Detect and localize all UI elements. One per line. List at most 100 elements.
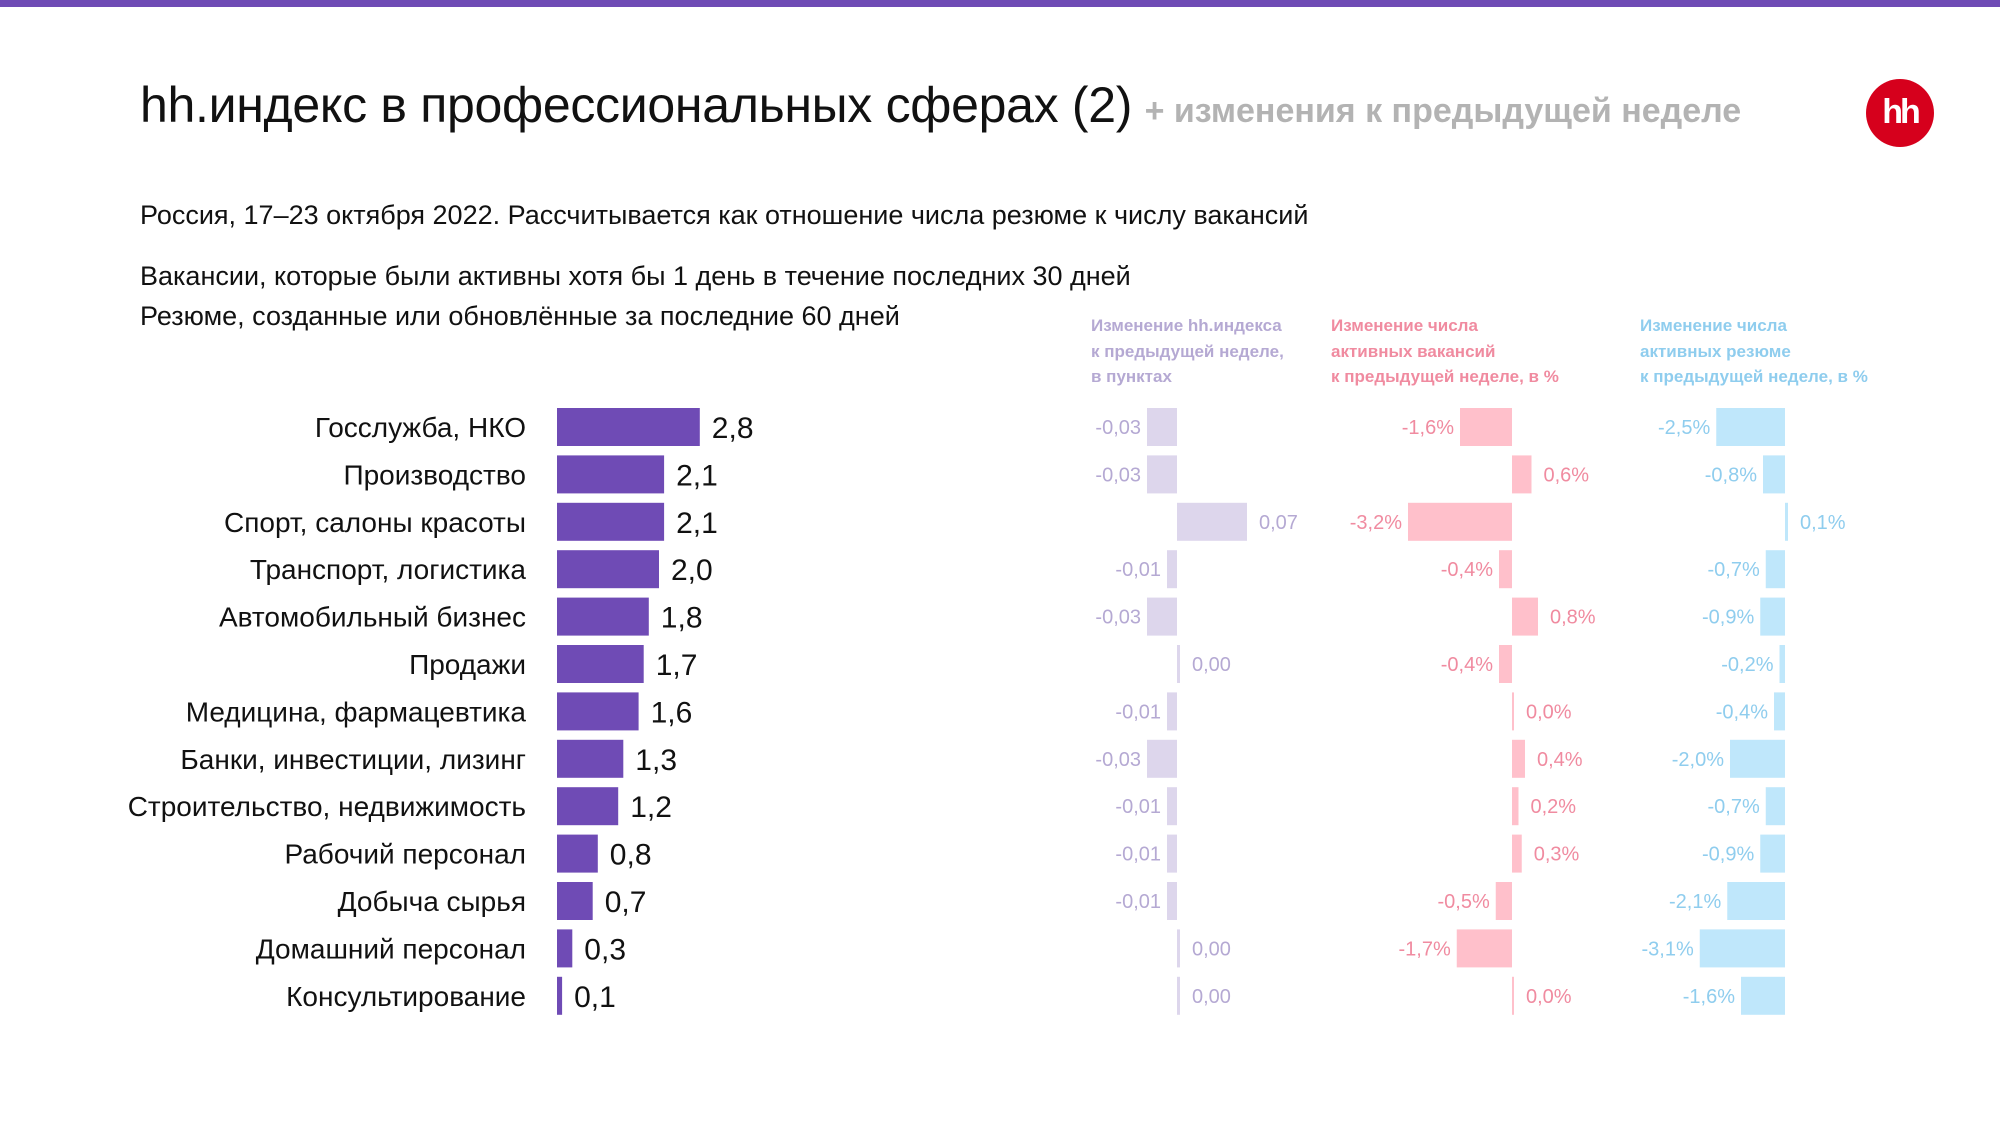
resume-change-bar — [1730, 739, 1785, 778]
index-bar — [557, 502, 665, 541]
index-change-label: -0,01 — [1115, 891, 1161, 913]
vacancy-change-bar — [1408, 502, 1512, 541]
category-label: Транспорт, логистика — [250, 554, 527, 585]
index-value-label: 0,3 — [584, 933, 626, 966]
resume-change-bar — [1785, 502, 1788, 541]
page-title: hh.индекс в профессиональных сферах (2) — [140, 77, 1133, 133]
index-change-label: -0,03 — [1095, 749, 1141, 771]
vacancy-change-label: 0,6% — [1544, 464, 1590, 486]
title-row: hh.индекс в профессиональных сферах (2) … — [140, 76, 1741, 134]
vacancy-change-bar — [1456, 929, 1512, 968]
category-label: Рабочий персонал — [284, 839, 526, 870]
index-change-bar — [1177, 645, 1180, 683]
vacancy-change-bar — [1512, 787, 1519, 826]
index-value-label: 1,8 — [661, 602, 703, 635]
vacancy-change-label: -0,5% — [1438, 891, 1490, 913]
vacancy-change-label: 0,0% — [1526, 701, 1572, 723]
index-bar — [557, 550, 659, 589]
resume-change-label: -0,8% — [1705, 464, 1757, 486]
index-change-bar — [1167, 787, 1177, 826]
category-label: Банки, инвестиции, лизинг — [180, 744, 526, 775]
vacancy-change-label: 0,4% — [1537, 749, 1583, 771]
resume-change-label: -2,5% — [1658, 417, 1710, 439]
vacancy-change-bar — [1512, 597, 1538, 636]
index-change-bar — [1167, 692, 1177, 731]
resume-change-header-line: к предыдущей неделе, в % — [1640, 367, 1868, 386]
resume-change-label: -2,1% — [1669, 891, 1721, 913]
vacancy-change-label: -0,4% — [1441, 559, 1493, 581]
resume-change-label: -0,9% — [1702, 844, 1754, 866]
index-bar — [557, 787, 619, 826]
index-value-label: 2,1 — [676, 507, 718, 540]
category-label: Медицина, фармацевтика — [186, 696, 527, 727]
index-change-bar — [1147, 597, 1177, 636]
resume-change-bar — [1765, 550, 1785, 589]
vacancy-change-bar — [1512, 739, 1525, 778]
index-change-label: -0,03 — [1095, 417, 1141, 439]
resume-change-bar — [1741, 976, 1785, 1015]
category-label: Госслужба, НКО — [315, 412, 526, 443]
subtitle-vacancies-note: Вакансии, которые были активны хотя бы 1… — [140, 261, 1131, 291]
category-label: Строительство, недвижимость — [128, 791, 526, 822]
category-label: Добыча сырья — [338, 886, 526, 917]
vacancy-change-header-line: Изменение числа — [1331, 316, 1478, 335]
index-change-label: 0,00 — [1192, 986, 1231, 1008]
index-change-label: 0,00 — [1192, 654, 1231, 676]
resume-change-label: -0,7% — [1708, 559, 1760, 581]
resume-change-label: -0,9% — [1702, 607, 1754, 629]
category-label: Продажи — [409, 649, 526, 680]
index-bar — [557, 692, 639, 731]
vacancy-change-bar — [1512, 455, 1532, 494]
index-bar — [557, 882, 593, 920]
hh-logo: hh — [1866, 79, 1934, 147]
index-bar — [557, 929, 573, 968]
index-value-label: 1,3 — [635, 744, 677, 777]
index-bar — [557, 976, 563, 1015]
vacancy-change-bar — [1512, 976, 1514, 1015]
resume-change-label: -0,4% — [1716, 701, 1768, 723]
index-change-label: -0,01 — [1115, 559, 1161, 581]
resume-change-bar — [1765, 787, 1785, 826]
vacancy-change-label: -3,2% — [1350, 512, 1402, 534]
resume-change-bar — [1716, 408, 1785, 446]
index-change-header: Изменение hh.индекса к предыдущей неделе… — [1091, 313, 1284, 390]
index-change-header-line: к предыдущей неделе, — [1091, 341, 1284, 361]
resume-change-label: -3,1% — [1642, 938, 1694, 960]
index-change-bar — [1167, 550, 1177, 589]
index-change-label: 0,00 — [1192, 938, 1231, 960]
index-change-label: -0,01 — [1115, 844, 1161, 866]
vacancy-change-label: -0,4% — [1441, 654, 1493, 676]
vacancy-change-bar — [1512, 834, 1522, 873]
index-bar — [557, 597, 649, 636]
index-change-bar — [1147, 408, 1177, 446]
resume-change-bar — [1763, 455, 1785, 494]
index-change-bar — [1147, 455, 1177, 494]
vacancy-change-header: Изменение числа активных вакансий к пред… — [1331, 313, 1559, 390]
index-value-label: 0,1 — [574, 981, 616, 1014]
index-change-label: 0,07 — [1259, 512, 1298, 534]
index-change-bar — [1147, 739, 1177, 778]
resume-change-header-line: активных резюме — [1640, 341, 1791, 361]
index-value-label: 2,0 — [671, 554, 713, 587]
resume-change-bar — [1779, 645, 1785, 683]
index-change-bar — [1177, 976, 1180, 1015]
top-accent-stripe — [0, 0, 2000, 7]
category-label: Домашний персонал — [256, 933, 526, 964]
vacancy-change-label: -1,6% — [1402, 417, 1454, 439]
vacancy-change-label: -1,7% — [1399, 938, 1451, 960]
resume-change-header: Изменение числа активных резюме к предыд… — [1640, 313, 1868, 390]
vacancy-change-label: 0,2% — [1531, 796, 1577, 818]
vacancy-change-header-line: активных вакансий — [1331, 341, 1496, 361]
index-change-header-line: Изменение hh.индекса — [1091, 316, 1282, 335]
resume-change-bar — [1760, 597, 1785, 636]
index-change-bar — [1177, 929, 1180, 968]
vacancy-change-label: 0,0% — [1526, 986, 1572, 1008]
page-title-suffix: + изменения к предыдущей неделе — [1144, 92, 1742, 130]
index-value-label: 2,8 — [712, 412, 754, 445]
vacancy-change-bar — [1495, 882, 1512, 920]
index-change-header-line: в пунктах — [1091, 367, 1172, 386]
index-value-label: 0,8 — [610, 839, 652, 872]
resume-change-label: -0,2% — [1721, 654, 1773, 676]
index-bar — [557, 739, 624, 778]
